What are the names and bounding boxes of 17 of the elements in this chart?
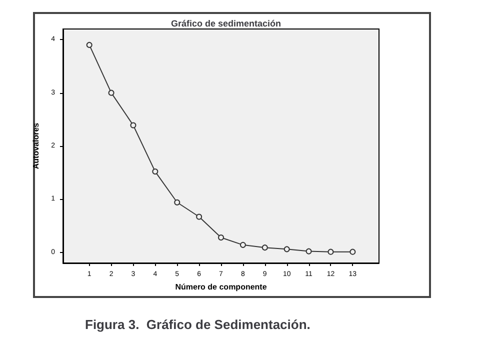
point xyxy=(218,234,224,240)
x-axis-title: Número de componente xyxy=(175,282,268,292)
chart-title: Gráfico de sedimentación xyxy=(170,18,282,28)
point xyxy=(174,199,180,206)
point xyxy=(328,248,334,255)
point xyxy=(284,246,290,252)
point xyxy=(240,242,246,248)
point xyxy=(130,122,136,128)
y-axis-title: Autovalores xyxy=(32,122,41,170)
point xyxy=(306,248,312,254)
point xyxy=(196,214,202,220)
point xyxy=(350,248,356,255)
point xyxy=(86,42,92,48)
point xyxy=(152,168,158,175)
text: Figura 3. Gráfico de Sedimentación. xyxy=(85,317,310,332)
point xyxy=(262,244,268,251)
point xyxy=(108,90,114,96)
